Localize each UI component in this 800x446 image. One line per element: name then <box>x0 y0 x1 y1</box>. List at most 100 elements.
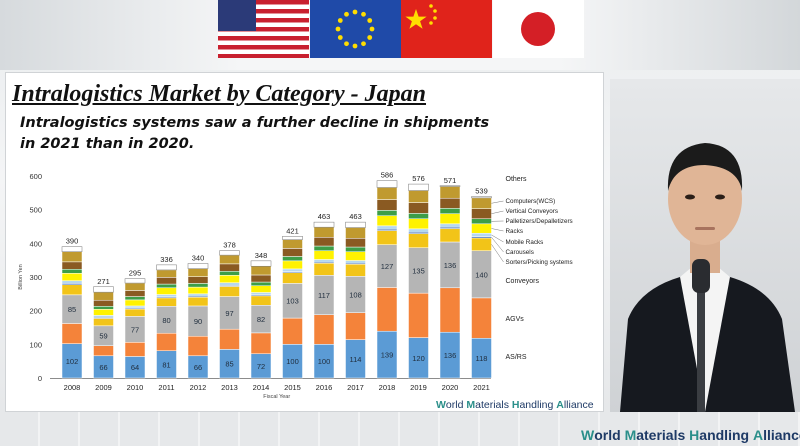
bar-segment <box>282 239 303 249</box>
data-label: 117 <box>318 291 330 300</box>
bar-segment <box>124 282 146 291</box>
data-label: 120 <box>412 354 425 363</box>
slide-title: Intralogistics Market by Category - Japa… <box>12 81 427 107</box>
bar-segment <box>313 259 335 263</box>
data-label: 100 <box>286 357 299 366</box>
legend-label: Sorters/Picking systems <box>506 259 573 266</box>
y-axis-label: Billion Yen <box>18 264 24 289</box>
x-axis-label: Fiscal Year <box>263 394 290 400</box>
data-label: 118 <box>476 354 488 363</box>
bar-segment <box>61 273 83 281</box>
data-label: 72 <box>257 362 265 371</box>
bar-segment <box>187 276 209 284</box>
bar-segment <box>439 228 461 243</box>
bar-segment <box>471 237 492 251</box>
total-label: 348 <box>255 251 268 260</box>
data-label: 80 <box>162 316 170 325</box>
bar-segment <box>313 314 335 345</box>
bar-segment <box>313 250 335 260</box>
bar-segment <box>156 287 177 295</box>
legend-label: Carousels <box>506 249 534 256</box>
bar-segment <box>156 277 177 285</box>
x-tick-label: 2019 <box>410 383 427 392</box>
bar-segment <box>124 342 146 357</box>
bar-segment <box>439 186 461 199</box>
bar-segment <box>313 245 335 251</box>
total-label: 463 <box>349 212 362 221</box>
bar-segment <box>187 263 209 269</box>
x-tick-label: 2021 <box>473 383 490 392</box>
bar-segment <box>313 237 335 247</box>
bar-segment <box>439 208 461 214</box>
total-label: 340 <box>192 254 205 263</box>
bar-segment <box>93 309 114 316</box>
flag-row <box>0 0 800 60</box>
total-label: 571 <box>444 176 457 185</box>
legend-label: Others <box>506 176 528 183</box>
data-label: 136 <box>444 261 457 270</box>
bar-segment <box>93 315 114 318</box>
data-label: 66 <box>194 363 202 372</box>
bar-segment <box>376 187 398 200</box>
bar-segment <box>376 199 398 211</box>
bar-segment <box>156 283 177 289</box>
legend-leader-line <box>491 234 504 243</box>
bar-segment <box>345 251 366 261</box>
total-label: 421 <box>286 226 299 235</box>
total-label: 539 <box>475 187 488 196</box>
microphone-icon <box>692 259 710 293</box>
data-label: 114 <box>350 355 362 364</box>
bar-segment <box>376 210 398 216</box>
bar-segment <box>345 227 366 239</box>
bar-segment <box>156 294 177 298</box>
footer-logo: World Materials Handling Alliance <box>581 427 800 443</box>
total-label: 336 <box>160 255 173 264</box>
x-tick-label: 2018 <box>379 383 396 392</box>
data-label: 127 <box>381 262 394 271</box>
data-label: 85 <box>68 305 76 314</box>
data-label: 139 <box>381 351 394 360</box>
bar-segment <box>219 282 240 286</box>
bar-segment <box>313 262 335 276</box>
x-tick-label: 2015 <box>284 383 301 392</box>
slide-subtitle: Intralogistics systems saw a further dec… <box>20 115 490 152</box>
bar-segment <box>439 223 461 228</box>
bar-segment <box>282 248 303 257</box>
legend-label: Vertical Conveyors <box>506 208 559 215</box>
bar-segment <box>282 272 303 284</box>
bar-segment <box>471 223 492 234</box>
bar-segment <box>93 291 114 301</box>
bar-segment <box>156 332 177 351</box>
bar-segment <box>471 197 492 209</box>
bar-segment <box>187 286 209 295</box>
total-label: 390 <box>66 237 79 246</box>
data-label: 90 <box>194 317 202 326</box>
bar-segment <box>250 281 272 287</box>
data-label: 140 <box>475 270 488 279</box>
bar-segment <box>439 197 461 209</box>
bar-segment <box>219 254 240 265</box>
bar-segment <box>282 317 303 345</box>
bar-segment <box>219 271 240 276</box>
data-label: 97 <box>225 309 233 318</box>
x-tick-label: 2011 <box>158 383 174 392</box>
bar-segment <box>61 323 83 344</box>
bar-segment <box>345 246 366 252</box>
data-label: 66 <box>99 363 107 372</box>
y-tick-label: 200 <box>29 307 42 316</box>
legend-label: Racks <box>506 228 524 235</box>
bar-segment <box>250 274 272 283</box>
y-tick-label: 100 <box>29 340 42 349</box>
bar-segment <box>408 218 429 230</box>
data-label: 136 <box>444 351 457 360</box>
bar-segment <box>408 213 429 220</box>
bar-segment <box>408 233 429 248</box>
bar-segment <box>313 226 335 238</box>
bar-segment <box>124 296 146 301</box>
x-tick-label: 2008 <box>64 383 81 392</box>
bar-segment <box>345 260 366 264</box>
legend-label: AGVs <box>506 316 525 323</box>
bar-segment <box>376 225 398 230</box>
bar-segment <box>219 275 240 283</box>
x-tick-label: 2016 <box>316 383 333 392</box>
